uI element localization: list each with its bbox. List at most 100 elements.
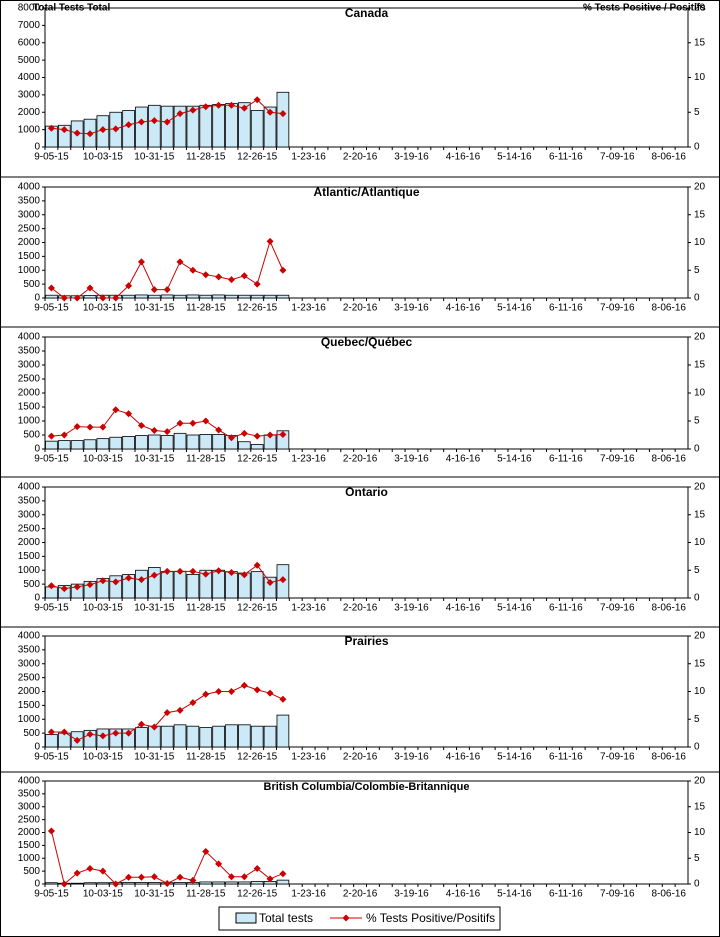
line-marker bbox=[99, 423, 107, 431]
bar bbox=[173, 294, 187, 299]
y2-tick-label: 5 bbox=[694, 565, 700, 576]
x-tick-label: 10-03-15 bbox=[83, 454, 123, 465]
bar bbox=[122, 110, 135, 148]
y-tick-label: 3000 bbox=[18, 801, 41, 812]
bar bbox=[199, 104, 213, 148]
y-tick-label: 1000 bbox=[18, 124, 41, 135]
bar bbox=[212, 294, 225, 299]
bar bbox=[186, 574, 200, 599]
y-tick-label: 3000 bbox=[18, 509, 41, 520]
line-marker bbox=[47, 284, 55, 292]
x-tick-label: 6-11-16 bbox=[549, 752, 583, 763]
bar bbox=[160, 294, 174, 299]
line-marker bbox=[253, 561, 261, 569]
x-tick-label: 1-23-16 bbox=[291, 752, 326, 763]
line-marker bbox=[163, 286, 171, 294]
y-tick-label: 4000 bbox=[18, 776, 41, 787]
bar bbox=[199, 294, 213, 299]
x-tick-label: 10-31-15 bbox=[134, 603, 174, 614]
line-marker bbox=[150, 286, 158, 294]
line-marker bbox=[112, 729, 120, 737]
line-marker bbox=[176, 873, 184, 881]
y-tick-label: 4000 bbox=[18, 72, 41, 83]
x-tick-label: 12-26-15 bbox=[237, 889, 277, 900]
line-marker bbox=[253, 432, 261, 440]
x-tick-label: 10-03-15 bbox=[83, 152, 123, 163]
y-tick-label: 2500 bbox=[18, 523, 41, 534]
bar bbox=[250, 294, 264, 299]
x-tick-label: 8-06-16 bbox=[651, 152, 686, 163]
line-marker bbox=[163, 567, 171, 575]
x-tick-label: 11-28-15 bbox=[186, 603, 226, 614]
line-marker bbox=[279, 430, 287, 438]
x-tick-label: 5-14-16 bbox=[497, 752, 532, 763]
line-marker bbox=[112, 578, 120, 586]
x-tick-label: 6-11-16 bbox=[549, 454, 583, 465]
y-tick-label: 4000 bbox=[18, 332, 41, 343]
bar bbox=[83, 729, 97, 748]
x-tick-label: 1-23-16 bbox=[291, 303, 326, 314]
line-marker bbox=[150, 571, 158, 579]
x-tick-label: 12-26-15 bbox=[237, 303, 277, 314]
line-marker bbox=[163, 709, 171, 717]
y-tick-label: 3500 bbox=[18, 789, 41, 800]
bar bbox=[135, 106, 148, 148]
bar bbox=[199, 434, 213, 450]
bar bbox=[122, 728, 135, 748]
y-tick-label: 6000 bbox=[18, 37, 41, 48]
x-tick-label: 3-19-16 bbox=[394, 152, 429, 163]
line-marker bbox=[176, 258, 184, 266]
line-marker bbox=[60, 585, 68, 593]
y-tick-label: 0 bbox=[34, 293, 40, 304]
y2-tick-label: 10 bbox=[694, 827, 706, 838]
x-tick-label: 9-05-15 bbox=[34, 603, 69, 614]
line-marker bbox=[47, 432, 55, 440]
bar bbox=[186, 105, 200, 148]
x-tick-label: 7-09-16 bbox=[600, 303, 635, 314]
y2-tick-label: 15 bbox=[694, 37, 706, 48]
line-marker bbox=[99, 867, 107, 875]
line-marker bbox=[125, 282, 133, 290]
x-tick-label: 7-09-16 bbox=[600, 454, 635, 465]
y2-tick-label: 0 bbox=[694, 742, 700, 753]
bar bbox=[83, 882, 97, 885]
line-marker bbox=[73, 129, 81, 137]
y-tick-label: 0 bbox=[34, 593, 40, 604]
bar bbox=[250, 571, 264, 599]
line-marker bbox=[112, 294, 120, 302]
y2-tick-label: 15 bbox=[694, 360, 706, 371]
line-marker bbox=[137, 258, 145, 266]
line-marker bbox=[176, 567, 184, 575]
bar bbox=[173, 432, 187, 450]
y-tick-label: 7000 bbox=[18, 20, 41, 31]
y2-tick-label: 5 bbox=[694, 265, 700, 276]
line-marker bbox=[227, 688, 235, 695]
line-marker bbox=[125, 729, 133, 737]
x-tick-label: 4-16-16 bbox=[446, 752, 481, 763]
bar bbox=[83, 439, 97, 450]
bar bbox=[57, 124, 71, 148]
y2-tick-label: 0 bbox=[694, 444, 700, 455]
line-marker bbox=[215, 426, 223, 434]
y2-tick-label: 5 bbox=[694, 107, 700, 118]
bar bbox=[237, 881, 251, 885]
y-tick-label: 1500 bbox=[18, 551, 41, 562]
y-tick-label: 3500 bbox=[18, 346, 41, 357]
y-tick-label: 4000 bbox=[18, 182, 41, 193]
bar bbox=[250, 110, 264, 148]
line-marker bbox=[240, 873, 248, 881]
y-tick-label: 500 bbox=[23, 866, 40, 877]
bar bbox=[147, 294, 161, 299]
line-marker bbox=[279, 266, 287, 274]
y-tick-label: 0 bbox=[34, 879, 40, 890]
y-tick-label: 1000 bbox=[18, 565, 41, 576]
x-tick-label: 2-20-16 bbox=[343, 603, 378, 614]
y2-tick-label: 0 bbox=[694, 879, 700, 890]
x-tick-label: 1-23-16 bbox=[291, 889, 326, 900]
line-marker bbox=[253, 686, 261, 694]
line-marker bbox=[150, 427, 158, 435]
chart-title: Ontario bbox=[345, 485, 388, 499]
bar bbox=[212, 881, 225, 885]
y2-tick-label: 15 bbox=[694, 209, 706, 220]
line-marker bbox=[266, 237, 274, 245]
